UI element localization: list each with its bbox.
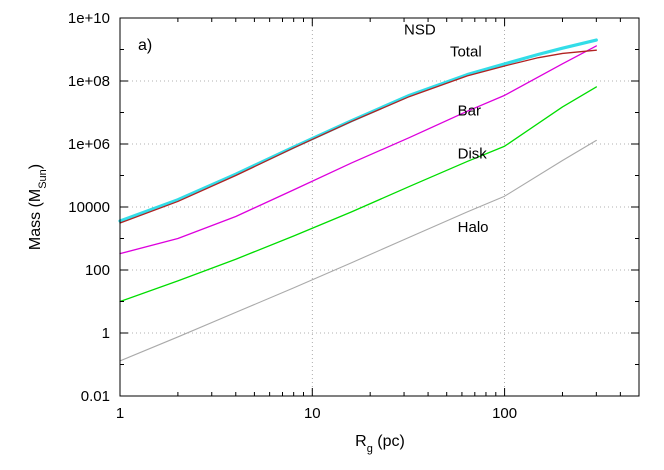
series-line-nsd bbox=[119, 49, 597, 224]
series-label-halo: Halo bbox=[458, 219, 489, 236]
y-axis-title-close: ) bbox=[27, 164, 44, 169]
y-axis-title-main: Mass (M bbox=[27, 189, 44, 250]
y-tick-label: 1 bbox=[102, 325, 110, 342]
tick-layer: 1 10 100 0.01 1 100 10000 1e+06 1e+08 1e+10 bbox=[68, 10, 639, 422]
x-tick-label: 1 bbox=[116, 405, 124, 422]
series-label-total: Total bbox=[450, 43, 482, 60]
plot-frame bbox=[119, 17, 640, 397]
x-tick-label: 100 bbox=[492, 405, 517, 422]
series-label-nsd: NSD bbox=[404, 21, 436, 38]
y-tick-label: 1e+06 bbox=[68, 136, 110, 153]
x-axis-title-main: R bbox=[355, 433, 367, 450]
y-tick-label: 10000 bbox=[68, 199, 110, 216]
label-layer: Halo Disk Bar Total NSD bbox=[404, 21, 488, 236]
series-line-halo bbox=[119, 139, 597, 362]
y-axis-title-sub: Sun bbox=[37, 169, 49, 189]
series-line-bar bbox=[119, 45, 597, 255]
series-layer bbox=[118, 38, 598, 362]
series-line-disk bbox=[119, 86, 597, 303]
x-axis-title-unit: (pc) bbox=[373, 433, 405, 450]
x-axis-title-sub: g bbox=[367, 443, 373, 455]
y-axis-title: Mass (MSun) bbox=[27, 164, 49, 250]
grid-layer bbox=[120, 18, 639, 396]
series-line-total bbox=[118, 38, 598, 223]
y-tick-label: 1e+08 bbox=[68, 73, 110, 90]
panel-label: a) bbox=[138, 37, 152, 54]
y-tick-label: 100 bbox=[85, 262, 110, 279]
x-tick-label: 10 bbox=[304, 405, 321, 422]
y-tick-label: 1e+10 bbox=[68, 10, 110, 27]
series-label-disk: Disk bbox=[458, 145, 488, 162]
y-tick-label: 0.01 bbox=[81, 388, 110, 405]
x-axis-title: Rg (pc) bbox=[355, 433, 405, 455]
series-label-bar: Bar bbox=[458, 103, 481, 120]
